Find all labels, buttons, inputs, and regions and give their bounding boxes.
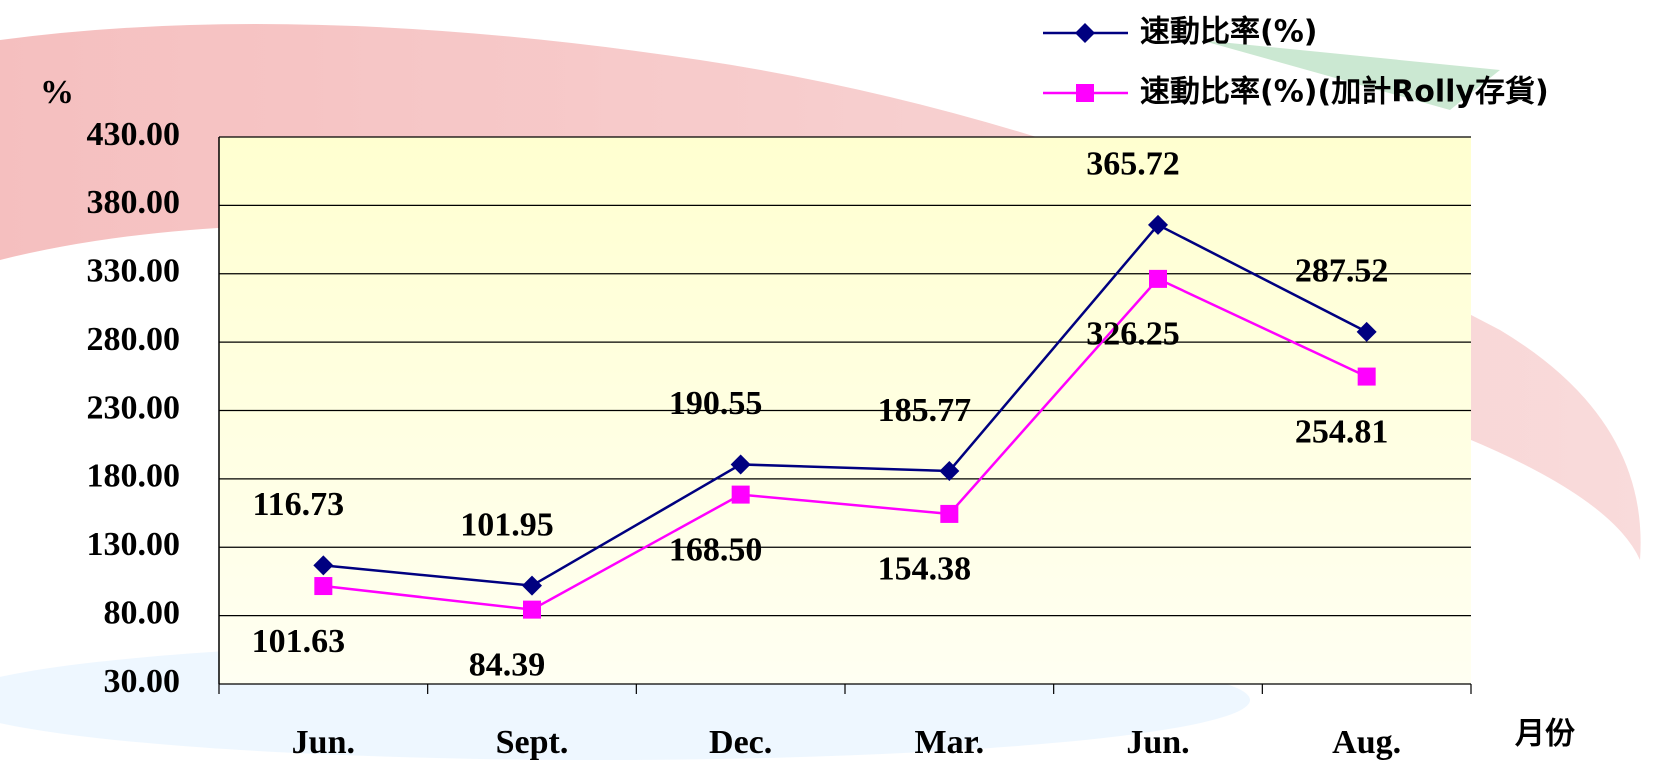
data-label: 101.63 (252, 623, 346, 660)
data-point (940, 505, 958, 523)
x-tick-label: Aug. (1332, 724, 1401, 761)
x-axis-label: 月份 (1515, 717, 1575, 752)
data-label: 190.55 (669, 385, 763, 422)
data-point (1149, 270, 1167, 288)
y-tick-label: 180.00 (87, 458, 181, 495)
data-point (1358, 368, 1376, 386)
data-label: 254.81 (1295, 413, 1389, 450)
data-label: 365.72 (1086, 146, 1180, 183)
y-tick-label: 80.00 (104, 594, 181, 631)
data-label: 116.73 (253, 486, 345, 523)
x-tick-label: Dec. (709, 724, 772, 761)
data-label: 101.95 (460, 506, 554, 543)
y-axis-label: % (40, 74, 74, 111)
data-label: 168.50 (669, 531, 763, 568)
data-label: 326.25 (1086, 316, 1180, 353)
legend-label: 速動比率(%)(加計Rolly存貨) (1140, 75, 1549, 110)
data-label: 185.77 (878, 392, 972, 429)
legend-marker (1075, 23, 1095, 43)
data-label: 154.38 (878, 551, 972, 588)
legend-label: 速動比率(%) (1140, 15, 1317, 50)
y-tick-label: 130.00 (87, 526, 181, 563)
y-tick-label: 380.00 (87, 184, 181, 221)
y-tick-label: 330.00 (87, 253, 181, 290)
y-tick-label: 280.00 (87, 321, 181, 358)
legend-marker (1076, 84, 1094, 102)
x-tick-label: Jun. (292, 724, 355, 761)
x-tick-label: Mar. (915, 724, 985, 761)
x-tick-label: Sept. (496, 724, 569, 761)
data-point (523, 601, 541, 619)
data-point (314, 577, 332, 595)
chart: % 月份 30.00 80.00 130.00 180.00 230.00 280.00 3… (0, 0, 1677, 765)
y-tick-label: 230.00 (87, 389, 181, 426)
x-tick-label: Jun. (1126, 724, 1189, 761)
data-point (732, 486, 750, 504)
data-label: 287.52 (1295, 253, 1389, 290)
y-tick-label: 30.00 (104, 663, 181, 700)
data-label: 84.39 (469, 646, 546, 683)
y-tick-label: 430.00 (87, 116, 181, 153)
